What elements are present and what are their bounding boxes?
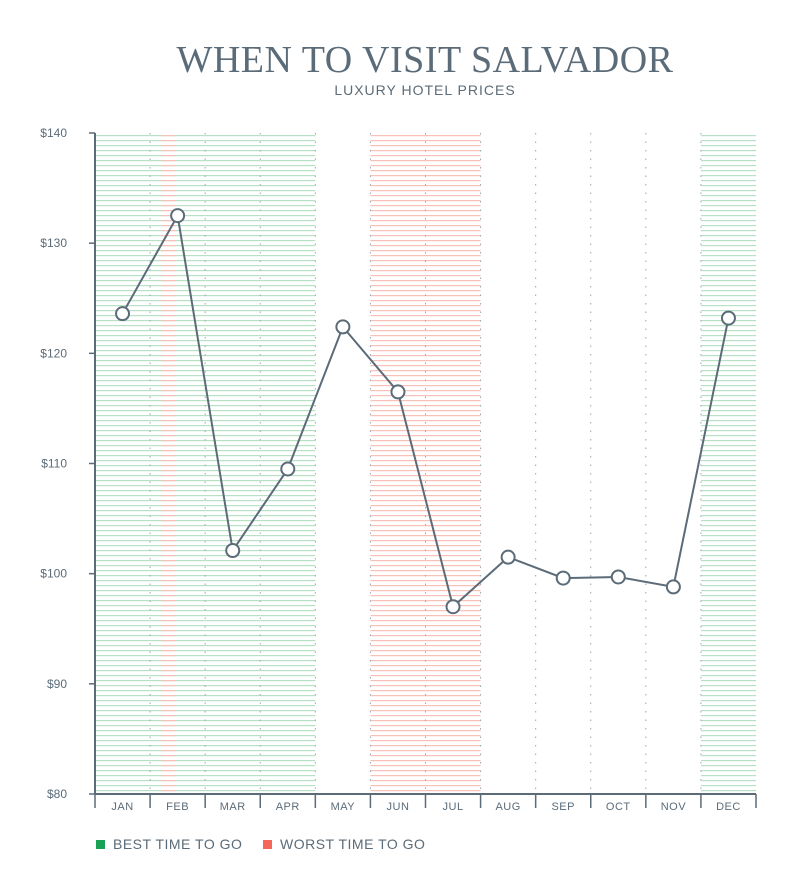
y-tick-label: $110 — [41, 457, 67, 471]
data-point-apr — [280, 461, 296, 477]
data-point-aug — [500, 549, 516, 565]
y-tick-label: $100 — [40, 567, 67, 581]
price-line — [121, 212, 730, 609]
price-series — [115, 208, 736, 615]
best-swatch — [96, 839, 105, 849]
legend-worst: WORST TIME TO GO — [263, 836, 425, 852]
axes — [89, 132, 757, 808]
data-point-feb — [170, 208, 186, 224]
data-point-oct — [610, 569, 626, 585]
x-tick-label: APR — [276, 801, 300, 813]
x-tick-label: AUG — [495, 801, 520, 813]
x-tick-label: NOV — [661, 801, 687, 813]
best-band-mar — [205, 133, 261, 794]
legend-best: BEST TIME TO GO — [96, 836, 242, 852]
y-tick-label: $90 — [47, 677, 67, 691]
data-point-may — [335, 319, 351, 335]
x-tick-label: JUL — [443, 801, 464, 813]
chart-subtitle: LUXURY HOTEL PRICES — [334, 82, 516, 98]
best-band-jan — [95, 133, 151, 794]
x-tick-label: JUN — [387, 801, 410, 813]
worst-band-feb — [161, 133, 176, 794]
x-tick-label: JAN — [111, 801, 133, 813]
data-point-dec — [720, 310, 736, 326]
y-tick-label: $80 — [47, 787, 67, 801]
x-tick-label: MAY — [331, 801, 356, 813]
data-point-jan — [115, 306, 131, 322]
worst-band-jul — [425, 133, 481, 794]
best-band-dec — [700, 133, 756, 794]
y-tick-label: $120 — [40, 346, 67, 360]
data-point-mar — [225, 543, 241, 559]
x-tick-label: SEP — [551, 801, 575, 813]
legend-best-label: BEST TIME TO GO — [113, 836, 243, 852]
x-tick-label: DEC — [716, 801, 741, 813]
x-tick-label: FEB — [166, 801, 189, 813]
x-tick-label: MAR — [220, 801, 246, 813]
y-tick-label: $140 — [40, 126, 67, 140]
data-point-jul — [445, 599, 461, 615]
x-tick-label: OCT — [606, 801, 631, 813]
worst-swatch — [263, 839, 272, 849]
y-tick-label: $130 — [40, 236, 67, 250]
best-band-feb — [150, 133, 206, 794]
season-bands — [95, 133, 756, 794]
data-point-sep — [555, 570, 571, 586]
chart-title: WHEN TO VISIT SALVADOR — [176, 39, 674, 81]
tick-labels: $80 $90 $100 $110 $120 $130 $140 JAN FEB MAR APR MA… — [40, 126, 741, 813]
legend-worst-label: WORST TIME TO GO — [280, 836, 426, 852]
data-point-jun — [390, 384, 406, 400]
data-point-nov — [665, 579, 681, 595]
